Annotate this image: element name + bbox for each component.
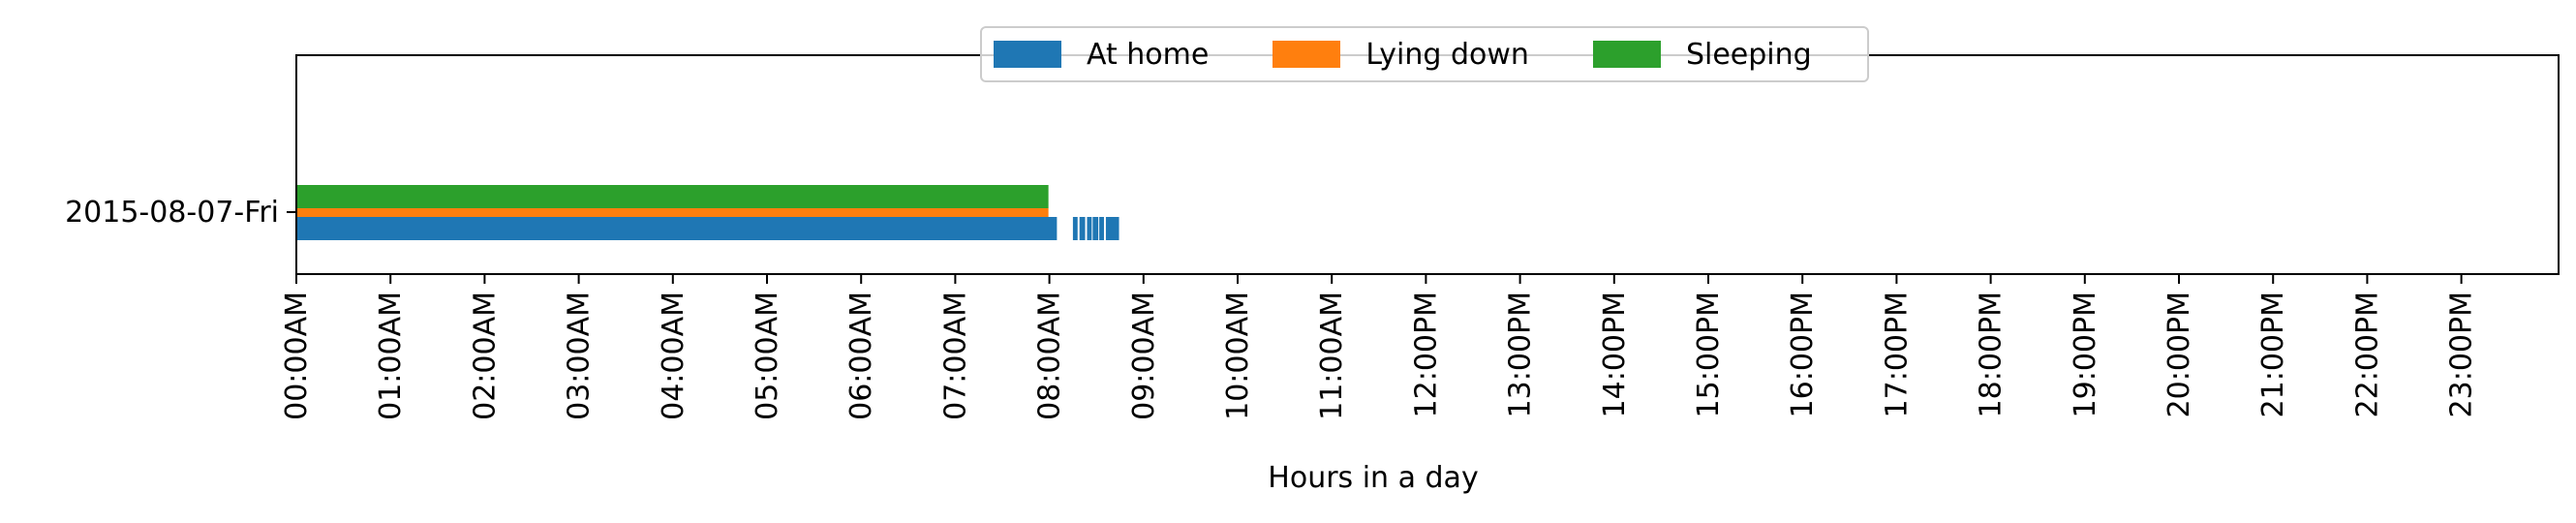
x-tick-label: 04:00AM (657, 292, 690, 420)
x-tick-label: 12:00PM (1409, 292, 1443, 417)
bar-at-home-6 (1105, 217, 1119, 240)
x-tick-label: 10:00AM (1221, 292, 1255, 420)
x-tick-label: 02:00AM (468, 292, 502, 420)
x-tick-label: 16:00PM (1786, 292, 1820, 417)
legend: At home Lying down Sleeping (980, 26, 1869, 82)
x-tick-label: 08:00AM (1033, 292, 1067, 420)
bar-at-home-4 (1092, 217, 1099, 240)
legend-swatch-sleeping (1592, 41, 1661, 68)
legend-label-sleeping: Sleeping (1685, 37, 1812, 72)
legend-item-sleeping: Sleeping (1592, 37, 1812, 72)
x-tick-label: 19:00PM (2069, 292, 2102, 417)
legend-swatch-at-home (994, 41, 1061, 68)
x-tick-label: 20:00PM (2162, 292, 2196, 417)
plot-frame (295, 54, 2560, 275)
x-tick-label: 15:00PM (1692, 292, 1726, 417)
x-tick-label: 11:00AM (1315, 292, 1349, 420)
bar-sleeping-0 (296, 185, 1049, 208)
bar-at-home-0 (296, 217, 1058, 240)
x-tick-label: 18:00PM (1975, 292, 2009, 417)
x-tick-label: 14:00PM (1598, 292, 1632, 417)
bar-at-home-5 (1099, 217, 1104, 240)
x-tick-label: 05:00AM (751, 292, 784, 420)
bar-at-home-1 (1072, 217, 1078, 240)
x-tick-label: 03:00AM (563, 292, 597, 420)
legend-label-at-home: At home (1087, 37, 1210, 72)
x-tick-label: 01:00AM (374, 292, 408, 420)
bar-at-home-3 (1087, 217, 1092, 240)
x-tick-label: 13:00PM (1504, 292, 1538, 417)
x-tick-label: 00:00AM (280, 292, 314, 420)
legend-item-at-home: At home (994, 38, 1209, 72)
x-tick-label: 23:00PM (2445, 292, 2479, 417)
bar-at-home-2 (1079, 217, 1086, 240)
x-tick-label: 07:00AM (938, 292, 972, 420)
x-tick-label: 21:00PM (2256, 292, 2290, 417)
x-tick-label: 22:00PM (2350, 292, 2384, 417)
x-axis-label: Hours in a day (1268, 461, 1478, 495)
x-tick-label: 09:00AM (1127, 292, 1161, 420)
legend-label-lying-down: Lying down (1365, 37, 1529, 72)
legend-item-lying-down: Lying down (1273, 38, 1529, 72)
legend-swatch-lying-down (1273, 41, 1341, 68)
y-tick-label: 2015-08-07-Fri (65, 196, 279, 230)
x-tick-label: 17:00PM (1880, 292, 1914, 417)
x-tick-label: 06:00AM (844, 292, 878, 420)
